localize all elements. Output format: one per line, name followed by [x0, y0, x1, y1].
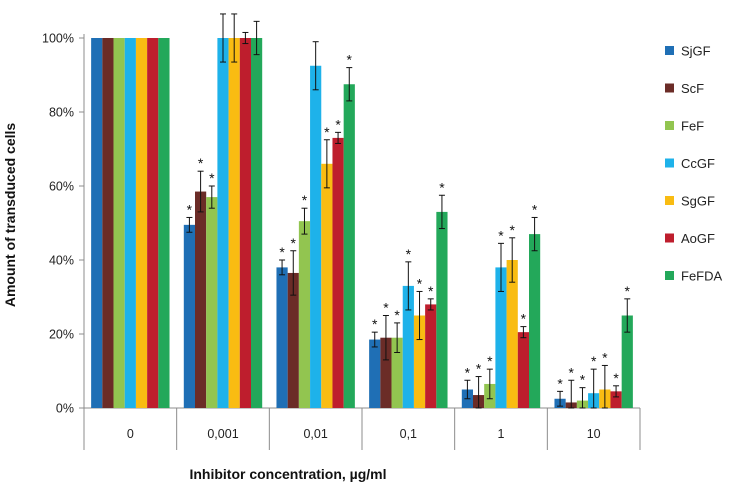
- bar: [529, 234, 541, 408]
- significance-star: *: [302, 192, 308, 208]
- legend-swatch: [665, 121, 674, 130]
- bar: [195, 191, 207, 408]
- bar: [251, 38, 263, 408]
- bar: [391, 337, 403, 408]
- legend-swatch: [665, 46, 674, 55]
- significance-star: *: [198, 155, 204, 171]
- significance-star: *: [476, 361, 482, 377]
- significance-star: *: [428, 283, 434, 299]
- legend-label: SjGF: [681, 44, 711, 59]
- significance-star: *: [279, 244, 285, 260]
- chart-bars: * * * * * * * * * * * * * * * * * * * * * * * * * * * * * *: [91, 13, 633, 409]
- bar: [91, 38, 103, 408]
- significance-star: *: [347, 52, 353, 68]
- bar: [102, 38, 114, 408]
- bar: [343, 84, 355, 408]
- bar: [206, 197, 218, 408]
- x-tick-label: 0,1: [400, 427, 417, 441]
- y-tick-label: 0%: [56, 402, 74, 416]
- significance-star: *: [394, 307, 400, 323]
- bar: [287, 272, 299, 408]
- bar: [436, 211, 448, 408]
- y-tick-label: 60%: [49, 180, 74, 194]
- bar: [517, 332, 529, 408]
- y-tick-label: 80%: [49, 106, 74, 120]
- bar: [276, 267, 288, 408]
- legend-label: FeF: [681, 119, 704, 134]
- bar: [506, 260, 518, 408]
- significance-star: *: [580, 372, 586, 388]
- significance-star: *: [498, 227, 504, 243]
- bar: [380, 337, 392, 408]
- significance-star: *: [591, 353, 597, 369]
- legend-label: SgGF: [681, 194, 715, 209]
- significance-star: *: [417, 275, 423, 291]
- significance-star: *: [187, 201, 193, 217]
- bar: [124, 38, 136, 408]
- significance-star: *: [372, 316, 378, 332]
- significance-star: *: [439, 179, 445, 195]
- significance-star: *: [557, 375, 563, 391]
- bar: [402, 285, 414, 408]
- significance-star: *: [383, 300, 389, 316]
- bar: [425, 304, 437, 408]
- bar: [158, 38, 170, 408]
- legend-swatch: [665, 196, 674, 205]
- legend-label: ScF: [681, 81, 704, 96]
- significance-star: *: [324, 124, 330, 140]
- bar: [217, 38, 229, 408]
- bar: [310, 65, 322, 408]
- significance-star: *: [291, 235, 297, 251]
- bar: [147, 38, 159, 408]
- significance-star: *: [613, 370, 619, 386]
- significance-star: *: [569, 364, 575, 380]
- significance-star: *: [602, 349, 608, 365]
- bar: [239, 38, 251, 408]
- bar: [228, 38, 240, 408]
- bar: [298, 221, 311, 408]
- y-tick-label: 100%: [42, 32, 74, 46]
- legend-label: FeFDA: [681, 269, 723, 284]
- significance-star: *: [625, 283, 631, 299]
- legend-label: AoGF: [681, 231, 715, 246]
- significance-star: *: [209, 170, 215, 186]
- bar: [369, 339, 381, 408]
- significance-star: *: [521, 311, 527, 327]
- x-tick-label: 0,001: [207, 427, 238, 441]
- bar: [413, 315, 426, 408]
- chart-legend: SjGF ScF FeF CcGF SgGF AoGF FeFDA: [665, 44, 723, 284]
- bar: [621, 315, 633, 408]
- legend-swatch: [665, 158, 674, 168]
- legend-swatch: [665, 233, 674, 243]
- legend-swatch: [665, 271, 674, 280]
- significance-star: *: [487, 353, 493, 369]
- bar: [332, 137, 344, 408]
- significance-star: *: [465, 364, 471, 380]
- significance-star: *: [532, 201, 538, 217]
- bar: [113, 38, 125, 408]
- x-tick-label: 10: [587, 427, 601, 441]
- legend-swatch: [665, 83, 674, 93]
- significance-star: *: [406, 246, 412, 262]
- x-tick-label: 0: [127, 427, 134, 441]
- chart-axes: 0% 20% 40% 60% 80% 100% 0 0,001 0,01 0,1 1 10: [42, 32, 641, 450]
- significance-star: *: [335, 116, 341, 132]
- x-tick-label: 0,01: [303, 427, 327, 441]
- significance-star: *: [509, 222, 515, 238]
- bar: [135, 38, 148, 408]
- bar: [495, 267, 507, 408]
- y-tick-label: 20%: [49, 328, 74, 342]
- bar: [610, 391, 622, 408]
- x-axis-title: Inhibitor concentration, µg/ml: [189, 466, 386, 482]
- y-axis-title: Amount of transduced cells: [2, 123, 18, 308]
- y-tick-label: 40%: [49, 254, 74, 268]
- x-tick-label: 1: [498, 427, 505, 441]
- bar: [183, 224, 195, 408]
- legend-label: CcGF: [681, 156, 715, 171]
- bar: [321, 163, 333, 408]
